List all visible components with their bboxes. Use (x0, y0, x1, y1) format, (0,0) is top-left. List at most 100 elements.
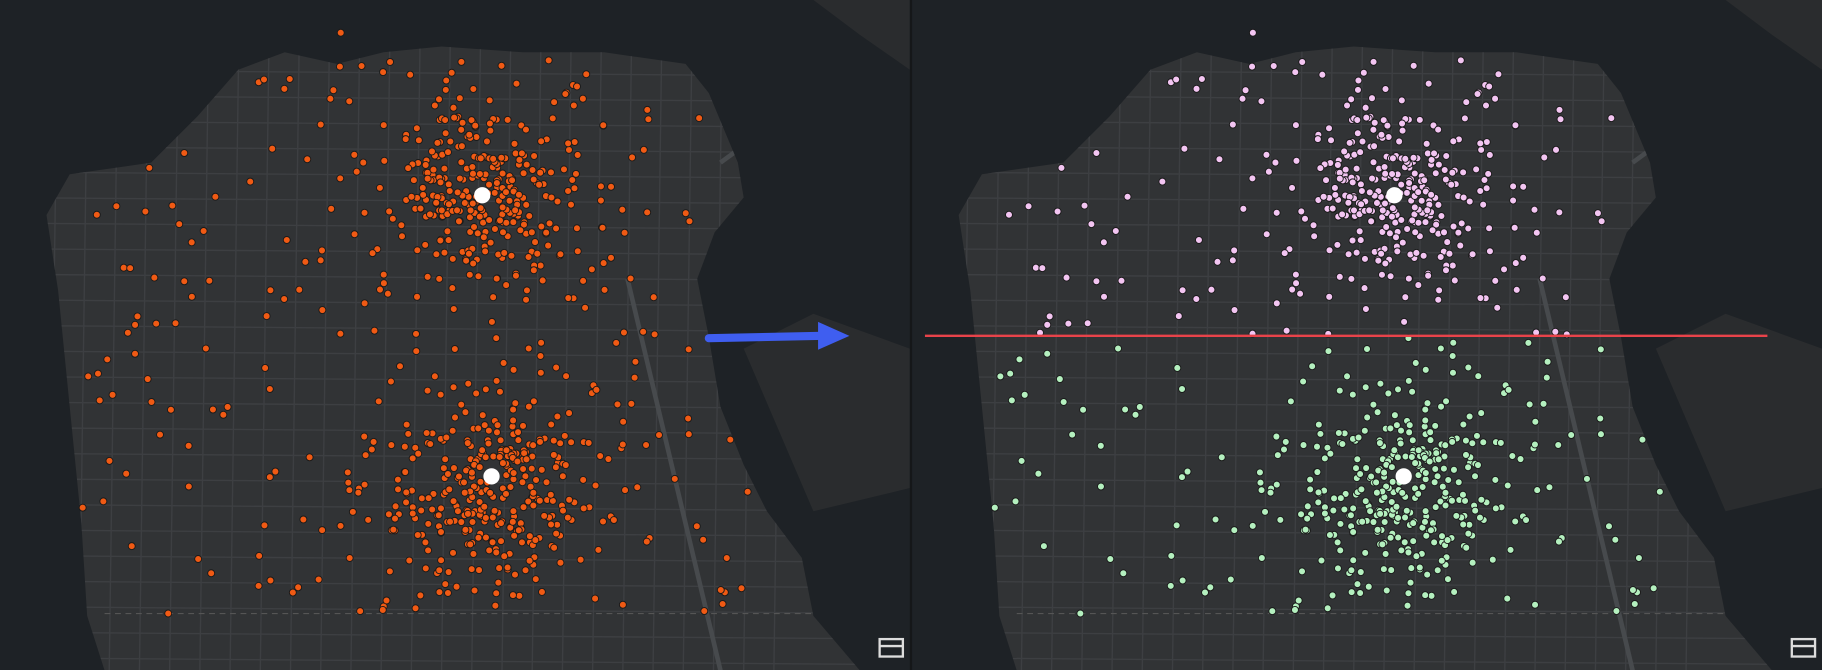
point (1519, 182, 1528, 191)
point (1392, 502, 1401, 511)
point (1448, 437, 1457, 446)
point (1314, 498, 1323, 507)
point (369, 437, 378, 446)
point (436, 178, 445, 187)
point (1454, 228, 1463, 237)
point (492, 274, 501, 283)
point (490, 188, 499, 197)
point (401, 135, 410, 144)
point (519, 503, 528, 512)
point (1386, 424, 1395, 433)
point (1605, 522, 1613, 531)
point (1369, 57, 1378, 66)
point (1479, 438, 1488, 447)
icon (1790, 637, 1817, 658)
point (480, 421, 489, 430)
point (180, 277, 189, 286)
point (1257, 554, 1266, 562)
point (520, 220, 528, 229)
point (1456, 56, 1465, 65)
point (391, 514, 399, 523)
point (388, 214, 397, 223)
point (475, 463, 484, 472)
point (529, 488, 538, 497)
street (289, 46, 301, 670)
point (1540, 153, 1549, 162)
point (1286, 397, 1295, 406)
point (1555, 105, 1564, 114)
point (458, 118, 467, 127)
point (1381, 85, 1390, 93)
point (387, 441, 396, 450)
point (1447, 180, 1456, 189)
point (1524, 338, 1533, 347)
point (515, 591, 524, 600)
point (1433, 566, 1442, 575)
point (1348, 178, 1357, 187)
point (1360, 284, 1369, 293)
point (397, 221, 406, 230)
point (439, 464, 448, 473)
point (1043, 320, 1052, 329)
point (448, 426, 457, 435)
point (631, 357, 640, 366)
street (471, 46, 482, 670)
point (1468, 439, 1477, 448)
point (356, 607, 365, 616)
point (1206, 583, 1215, 592)
point (550, 98, 559, 107)
point (1257, 97, 1266, 106)
point (404, 429, 413, 438)
point (510, 139, 519, 148)
point (552, 224, 561, 233)
point (1228, 256, 1237, 265)
point (1439, 464, 1448, 473)
point (374, 397, 383, 406)
point (1477, 409, 1486, 418)
point (457, 57, 466, 66)
point (131, 320, 140, 329)
point (1334, 429, 1343, 437)
point (525, 556, 534, 565)
point (432, 250, 441, 259)
point (454, 472, 463, 481)
point (522, 295, 531, 304)
point (489, 293, 498, 302)
point (345, 486, 354, 495)
point (509, 591, 517, 600)
point (393, 475, 402, 484)
point (512, 271, 520, 280)
point (449, 305, 458, 314)
point (205, 276, 214, 285)
street (320, 46, 331, 670)
point (444, 148, 452, 157)
point (1031, 263, 1040, 272)
point (466, 206, 475, 215)
point (467, 565, 476, 574)
point (1271, 158, 1280, 167)
point (1468, 250, 1477, 259)
point (1230, 246, 1239, 255)
point (1381, 259, 1390, 268)
point (1409, 61, 1418, 70)
point (1392, 421, 1401, 430)
point (1272, 480, 1281, 489)
point (402, 420, 411, 429)
point (536, 261, 545, 270)
point (145, 163, 154, 172)
point (1059, 398, 1068, 406)
point (402, 488, 411, 497)
street (958, 631, 1773, 640)
point (409, 176, 418, 185)
point (1288, 183, 1297, 192)
point (1172, 75, 1181, 84)
point (1280, 445, 1288, 454)
point (1396, 439, 1405, 448)
point (1201, 588, 1209, 597)
point (1491, 276, 1500, 285)
point (417, 494, 426, 503)
point (619, 417, 628, 426)
point (1464, 463, 1473, 472)
point (1441, 501, 1450, 510)
point (1310, 232, 1319, 241)
